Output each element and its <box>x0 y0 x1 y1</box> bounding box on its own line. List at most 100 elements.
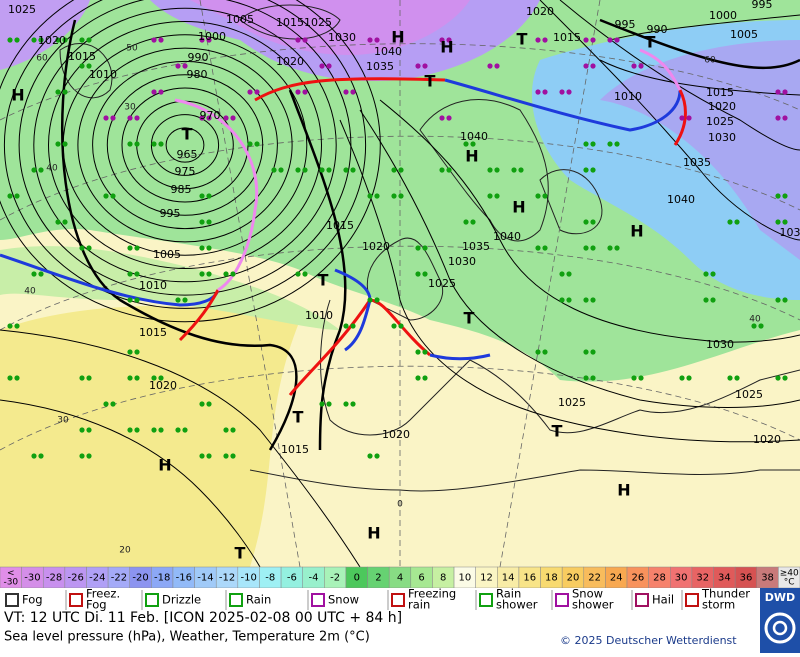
isobar-label: 1015 <box>706 86 734 99</box>
weather-dot <box>782 375 787 380</box>
scale-value: 2 <box>375 573 381 584</box>
scale-value: 10 <box>458 573 471 584</box>
pressure-center: T <box>182 125 193 144</box>
weather-dot <box>127 245 132 250</box>
weather-dot <box>782 115 787 120</box>
weather-dot <box>199 219 204 224</box>
weather-dot <box>302 37 307 42</box>
pressure-center: H <box>391 28 404 47</box>
weather-dot <box>614 37 619 42</box>
weather-dot <box>782 193 787 198</box>
weather-dot <box>230 453 235 458</box>
weather-dot <box>415 63 420 68</box>
weather-dot <box>782 219 787 224</box>
isobar-label: 103 <box>780 226 800 239</box>
weather-dot <box>350 89 355 94</box>
isobar-label: 1025 <box>8 3 36 16</box>
isobar-label: 1020 <box>276 55 304 68</box>
isobar-label: 1015 <box>553 31 581 44</box>
pressure-center: T <box>464 309 475 328</box>
weather-dot <box>158 427 163 432</box>
weather-dot <box>134 115 139 120</box>
weather-dot <box>247 141 252 146</box>
weather-dot <box>631 375 636 380</box>
temperature-isoline-label: 60 <box>704 56 716 66</box>
pressure-center: T <box>235 544 246 563</box>
weather-dot <box>446 167 451 172</box>
weather-dot <box>79 427 84 432</box>
weather-dot <box>206 245 211 250</box>
isobar-label: 1005 <box>226 13 254 26</box>
weather-dot <box>590 141 595 146</box>
weather-dot <box>79 245 84 250</box>
weather-dot <box>367 193 372 198</box>
scale-value: 6 <box>418 573 424 584</box>
pressure-center: T <box>318 271 329 290</box>
weather-dot <box>590 167 595 172</box>
legend-label: Drizzle <box>162 593 201 607</box>
isobar-label: 1030 <box>448 255 476 268</box>
weather-dot <box>350 401 355 406</box>
weather-dot <box>62 219 67 224</box>
weather-dot <box>175 63 180 68</box>
weather-dot <box>295 89 300 94</box>
scale-high-unit: °C <box>784 578 795 588</box>
weather-dot <box>127 375 132 380</box>
scale-value: -2 <box>330 573 340 584</box>
weather-dot <box>38 453 43 458</box>
weather-dot <box>607 245 612 250</box>
weather-dot <box>247 89 252 94</box>
weather-dot <box>398 193 403 198</box>
pressure-center: T <box>425 72 436 91</box>
isobar-label: 1025 <box>735 388 763 401</box>
weather-dot <box>614 245 619 250</box>
weather-dot <box>487 167 492 172</box>
scale-value: 4 <box>397 573 403 584</box>
temperature-isoline-label: 40 <box>24 287 36 297</box>
weather-dot <box>158 89 163 94</box>
weather-dot <box>775 297 780 302</box>
legend-label: shower <box>572 598 614 612</box>
isobar-label: 1025 <box>706 115 734 128</box>
weather-dot <box>127 141 132 146</box>
weather-dot <box>182 297 187 302</box>
weather-dot <box>31 37 36 42</box>
legend-label: storm <box>702 598 735 612</box>
weather-dot <box>734 375 739 380</box>
isobar-label: 1010 <box>89 68 117 81</box>
isobar-label: 1020 <box>362 240 390 253</box>
weather-dot <box>590 349 595 354</box>
weather-dot <box>374 193 379 198</box>
isobar-label: 1015 <box>276 16 304 29</box>
isobar-label: 1030 <box>328 31 356 44</box>
weather-dot <box>398 167 403 172</box>
isobar-label: 1025 <box>558 396 586 409</box>
weather-dot <box>367 453 372 458</box>
weather-dot <box>206 401 211 406</box>
scale-value: 30 <box>675 573 688 584</box>
weather-dot <box>542 193 547 198</box>
weather-dot <box>326 63 331 68</box>
weather-dot <box>439 115 444 120</box>
scale-value: 14 <box>502 573 515 584</box>
weather-dot <box>79 453 84 458</box>
weather-dot <box>583 141 588 146</box>
weather-dot <box>127 349 132 354</box>
legend-label: Fog <box>22 593 43 607</box>
weather-dot <box>206 453 211 458</box>
copyright: © 2025 Deutscher Wetterdienst <box>560 634 737 647</box>
weather-dot <box>199 401 204 406</box>
isobar-label: 1035 <box>462 240 490 253</box>
scale-value: -14 <box>197 573 213 584</box>
scale-value: -26 <box>68 573 84 584</box>
isobar-label: 1005 <box>153 248 181 261</box>
weather-dot <box>110 401 115 406</box>
weather-dot <box>230 427 235 432</box>
isobar-label: 995 <box>160 207 181 220</box>
weather-dot <box>590 375 595 380</box>
weather-dot <box>31 271 36 276</box>
weather-dot <box>607 141 612 146</box>
weather-dot <box>583 375 588 380</box>
scale-value: 16 <box>523 573 536 584</box>
weather-dot <box>14 375 19 380</box>
